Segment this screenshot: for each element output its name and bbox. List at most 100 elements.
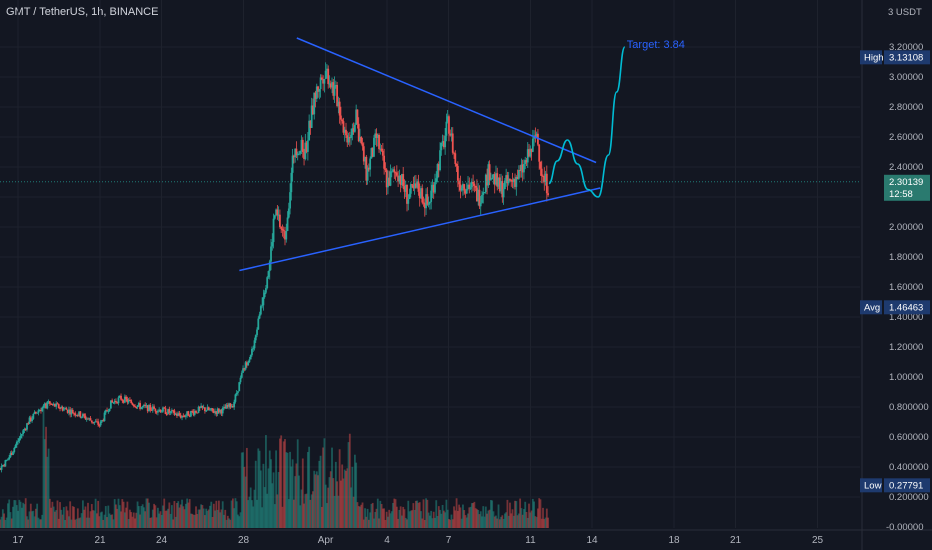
candle xyxy=(99,421,102,426)
candle xyxy=(184,415,187,417)
volume-bar xyxy=(5,517,8,528)
volume-bar xyxy=(376,498,379,528)
volume-bar xyxy=(71,506,74,528)
volume-bar xyxy=(328,477,331,528)
volume-bar xyxy=(453,506,455,528)
volume-bar xyxy=(197,509,200,528)
candle xyxy=(224,406,227,409)
volume-bar xyxy=(43,439,46,528)
candle xyxy=(320,77,323,80)
volume-bar xyxy=(402,506,405,528)
price-tick-label: 1.60000 xyxy=(889,282,923,293)
volume-bar xyxy=(113,499,116,528)
volume-bar xyxy=(451,519,454,528)
candle xyxy=(41,407,44,412)
candle xyxy=(367,167,370,170)
candle xyxy=(136,405,139,408)
candle xyxy=(196,412,199,414)
candle xyxy=(305,142,308,152)
volume-bar xyxy=(268,450,271,528)
volume-bar xyxy=(430,510,433,528)
avg-label-value: 1.46463 xyxy=(889,302,923,313)
volume-bar xyxy=(172,519,175,528)
candle xyxy=(259,306,262,315)
candle xyxy=(273,215,276,219)
candle xyxy=(5,459,8,461)
candle xyxy=(33,411,36,414)
candle xyxy=(281,228,284,231)
candle xyxy=(299,150,302,154)
volume-bar xyxy=(48,498,51,528)
candle xyxy=(464,190,467,194)
volume-bar xyxy=(178,507,181,528)
candle xyxy=(539,161,542,169)
candle xyxy=(353,124,356,132)
volume-bar xyxy=(159,511,162,528)
volume-bar xyxy=(45,426,47,528)
volume-bar xyxy=(445,499,448,528)
candle xyxy=(160,411,163,413)
candle xyxy=(282,230,285,232)
candle xyxy=(544,173,547,183)
low-label-value: 0.27791 xyxy=(889,480,923,491)
volume-bar xyxy=(463,510,466,528)
candle xyxy=(23,428,26,431)
candle xyxy=(528,149,530,157)
volume-bar xyxy=(220,509,223,528)
price-tick-label: 0.400000 xyxy=(889,462,929,473)
candle xyxy=(275,209,277,216)
candle xyxy=(495,173,497,185)
volume-bar xyxy=(56,500,59,528)
volume-bar xyxy=(238,516,241,528)
candle xyxy=(154,408,157,412)
candle xyxy=(238,382,241,392)
candle xyxy=(219,409,222,413)
volume-bar xyxy=(449,519,452,528)
volume-bar xyxy=(296,439,299,528)
volume-bar xyxy=(281,506,284,528)
volume-bar xyxy=(57,518,60,528)
volume-bar xyxy=(276,494,279,528)
volume-bar xyxy=(478,514,481,528)
volume-bar xyxy=(464,515,467,528)
candle xyxy=(153,406,155,409)
volume-bar xyxy=(427,512,430,528)
volume-bar xyxy=(78,518,80,528)
candle xyxy=(342,121,345,133)
volume-bar xyxy=(379,500,382,528)
volume-bar xyxy=(181,499,183,528)
candle xyxy=(112,402,115,404)
volume-bar xyxy=(117,498,120,528)
candle xyxy=(304,142,307,159)
volume-bar xyxy=(19,501,22,528)
volume-bar xyxy=(95,513,98,528)
candle xyxy=(36,412,39,414)
volume-bar xyxy=(413,509,416,528)
candle xyxy=(369,158,372,170)
volume-bar xyxy=(61,514,64,528)
candle xyxy=(151,406,154,411)
candle xyxy=(156,410,159,413)
candle xyxy=(243,368,246,370)
volume-bar xyxy=(465,517,468,528)
volume-bar xyxy=(55,510,58,528)
volume-bar xyxy=(524,501,527,528)
volume-bar xyxy=(310,494,313,528)
candle xyxy=(520,164,523,171)
candle xyxy=(373,137,375,157)
candle xyxy=(314,92,317,99)
time-tick-label: 18 xyxy=(668,535,680,546)
volume-bar xyxy=(126,501,129,528)
volume-bar xyxy=(60,509,63,528)
candle xyxy=(15,441,18,446)
candle xyxy=(51,403,54,405)
volume-bar xyxy=(193,514,196,528)
volume-bar xyxy=(329,471,332,528)
volume-bar xyxy=(366,508,369,528)
candle xyxy=(295,148,298,156)
volume-bar xyxy=(106,517,108,528)
volume-bar xyxy=(257,448,260,528)
volume-bar xyxy=(151,509,154,528)
candle xyxy=(272,218,275,243)
